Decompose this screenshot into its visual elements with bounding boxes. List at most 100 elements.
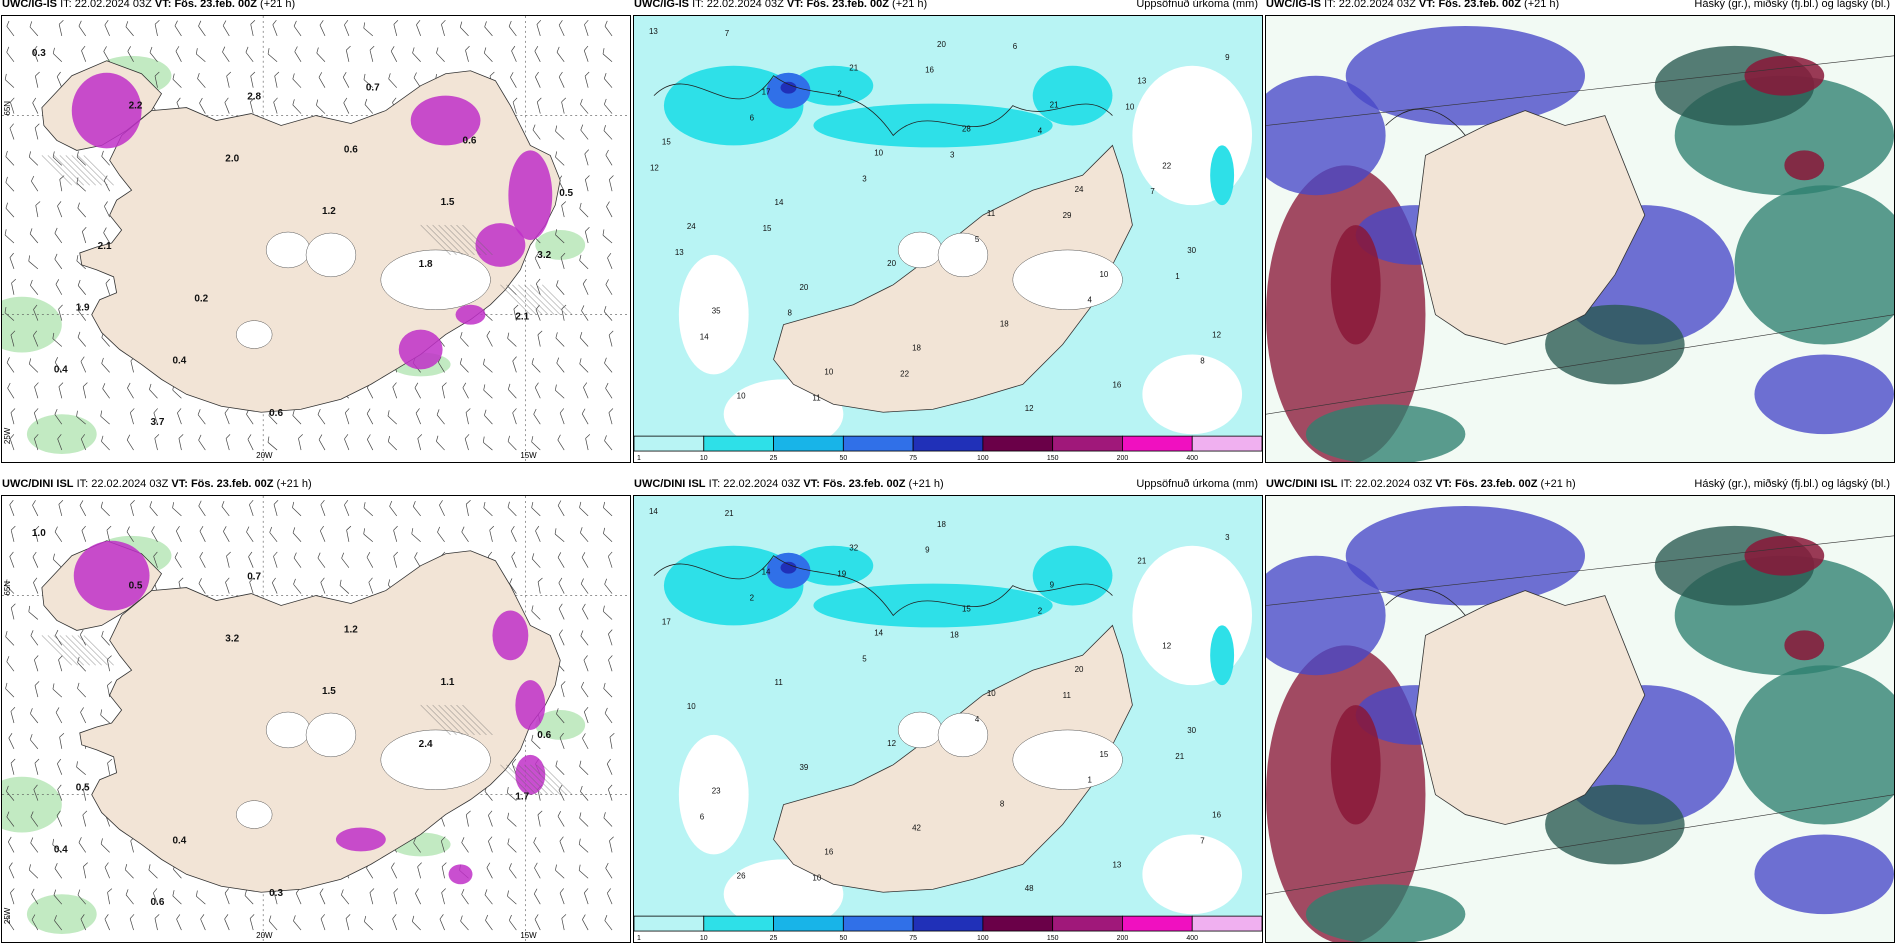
- precip-value-label: 21: [1137, 557, 1146, 566]
- precip-value-label: 14: [700, 333, 709, 342]
- wind-barb: [30, 630, 39, 646]
- map-panel-precip-0[interactable]: UWC/IG-IS IT: 22.02.2024 03Z VT: Fös. 23…: [633, 0, 1263, 463]
- wind-barb: [317, 408, 326, 425]
- wind-barb: [199, 551, 206, 568]
- panel-title: Uppsöfnuð úrkoma (mm): [1136, 0, 1258, 10]
- wind-barb: [583, 707, 589, 724]
- wind-barb: [172, 890, 182, 905]
- wind-barb: [561, 201, 567, 218]
- wind-barb: [460, 915, 469, 931]
- colorbar-tick: 100: [977, 935, 989, 942]
- wind-barb: [198, 434, 206, 451]
- init-time: 22.02.2024 03Z: [74, 0, 152, 10]
- precip-value-label: 4: [1038, 126, 1043, 135]
- wind-barb: [101, 150, 110, 166]
- it-label: IT:: [76, 478, 89, 490]
- map-panel-precip-1[interactable]: UWC/DINI ISL IT: 22.02.2024 03Z VT: Fös.…: [633, 478, 1263, 943]
- wind-barb: [417, 862, 422, 879]
- wind-barb: [393, 551, 398, 568]
- wind-barb: [33, 577, 39, 594]
- wind-barb: [244, 889, 254, 905]
- precip-value-label: 10: [824, 367, 833, 376]
- precip-value-label: 7: [1200, 836, 1205, 845]
- heavy-precip-area: [455, 304, 486, 325]
- wind-barb: [56, 71, 63, 88]
- wind-barb: [507, 890, 517, 905]
- wind-barb: [532, 124, 541, 140]
- wind-barb: [249, 499, 254, 517]
- wind-barb: [34, 382, 39, 399]
- precip-value-label: 9: [1050, 581, 1055, 590]
- wind-value-label: 0.4: [172, 355, 186, 366]
- dry-area: [723, 859, 844, 930]
- wind-barb: [559, 408, 565, 425]
- map-canvas[interactable]: 1.0 0.5 3.2 1.5 2.4 1.7 0.4 0.6 0.7 1.2 1.1 0.6 0.5 0…: [2, 496, 630, 942]
- precip-value-label: 11: [1063, 691, 1072, 700]
- colorbar: 1 10 25 50 75 100 150 200 400: [634, 435, 1262, 462]
- map-panel-wind-1[interactable]: UWC/DINI ISL IT: 22.02.2024 03Z VT: Fös.…: [1, 478, 631, 943]
- init-time: 22.02.2024 03Z: [91, 478, 169, 490]
- glacier: [236, 800, 273, 829]
- wind-barb: [10, 408, 16, 425]
- wind-barb: [293, 552, 302, 568]
- wind-value-label: 0.5: [559, 188, 573, 199]
- heavy-precip-area: [508, 150, 553, 240]
- wind-barb: [224, 888, 230, 905]
- map-canvas[interactable]: 0.3 2.2 2.0 1.2 1.8 2.1 0.4 3.7 2.8 0.6 1.5 3.2 1.9 0…: [2, 16, 630, 462]
- wind-barb: [439, 914, 445, 931]
- wind-barb: [107, 758, 113, 775]
- wind-value-label: 1.5: [441, 197, 455, 208]
- colorbar-tick: 150: [1047, 935, 1059, 942]
- colorbar-swatch: [1052, 435, 1123, 452]
- precip-value-label: 14: [762, 568, 771, 577]
- wind-barb: [537, 577, 543, 594]
- map-canvas[interactable]: [1266, 16, 1894, 462]
- wind-barb: [154, 20, 160, 36]
- map-canvas[interactable]: 1317101110121021282430351020212224201812…: [634, 16, 1262, 462]
- glacier: [1012, 729, 1123, 790]
- precip-value-label: 16: [1212, 811, 1221, 820]
- map-canvas[interactable]: [1266, 496, 1894, 942]
- wind-barb: [81, 45, 87, 62]
- wind-value-label: 0.6: [344, 144, 358, 155]
- precip-value-label: 35: [712, 307, 721, 316]
- wind-barb: [556, 280, 565, 295]
- wind-barb: [58, 382, 64, 399]
- wind-barb: [5, 202, 15, 218]
- wind-barb: [508, 863, 517, 879]
- wind-barb: [465, 810, 471, 827]
- wind-barb: [34, 525, 40, 542]
- wind-barb: [5, 176, 15, 192]
- wind-barb: [52, 332, 63, 347]
- wind-barb: [153, 888, 158, 905]
- precip-value-label: 16: [925, 66, 934, 75]
- wind-barb: [154, 71, 160, 88]
- cloud-layer: [1754, 834, 1894, 915]
- map-panel-cloud-0[interactable]: UWC/IG-IS IT: 22.02.2024 03Z VT: Fös. 23…: [1265, 0, 1895, 463]
- wind-barb: [488, 836, 493, 853]
- map-panel-wind-0[interactable]: UWC/IG-IS IT: 22.02.2024 03Z VT: Fös. 23…: [1, 0, 631, 463]
- map-panel-cloud-1[interactable]: UWC/DINI ISL IT: 22.02.2024 03Z VT: Fös.…: [1265, 478, 1895, 943]
- precip-value-label: 12: [650, 163, 659, 172]
- precip-value-label: 18: [937, 520, 946, 529]
- wind-barb: [245, 46, 254, 63]
- wind-barb: [608, 330, 614, 347]
- wind-barb: [390, 46, 398, 62]
- precip-value-label: 17: [662, 617, 671, 626]
- wind-barb: [485, 914, 493, 931]
- wind-barb: [412, 500, 421, 517]
- wind-barb: [579, 501, 589, 517]
- wind-barb: [411, 915, 421, 931]
- wind-barb: [221, 500, 230, 517]
- wind-barb: [387, 435, 397, 451]
- wind-barb: [581, 408, 589, 425]
- wind-value-label: 1.9: [76, 303, 90, 314]
- wind-barb: [534, 253, 541, 270]
- wind-barb: [30, 279, 39, 295]
- colorbar-swatch: [703, 915, 774, 932]
- colorbar-tick: 75: [909, 935, 917, 942]
- wind-barb: [5, 631, 15, 646]
- map-canvas[interactable]: 1414141015162632152030231618912103942482…: [634, 496, 1262, 942]
- wind-barb: [363, 528, 374, 543]
- wind-barb: [79, 629, 87, 646]
